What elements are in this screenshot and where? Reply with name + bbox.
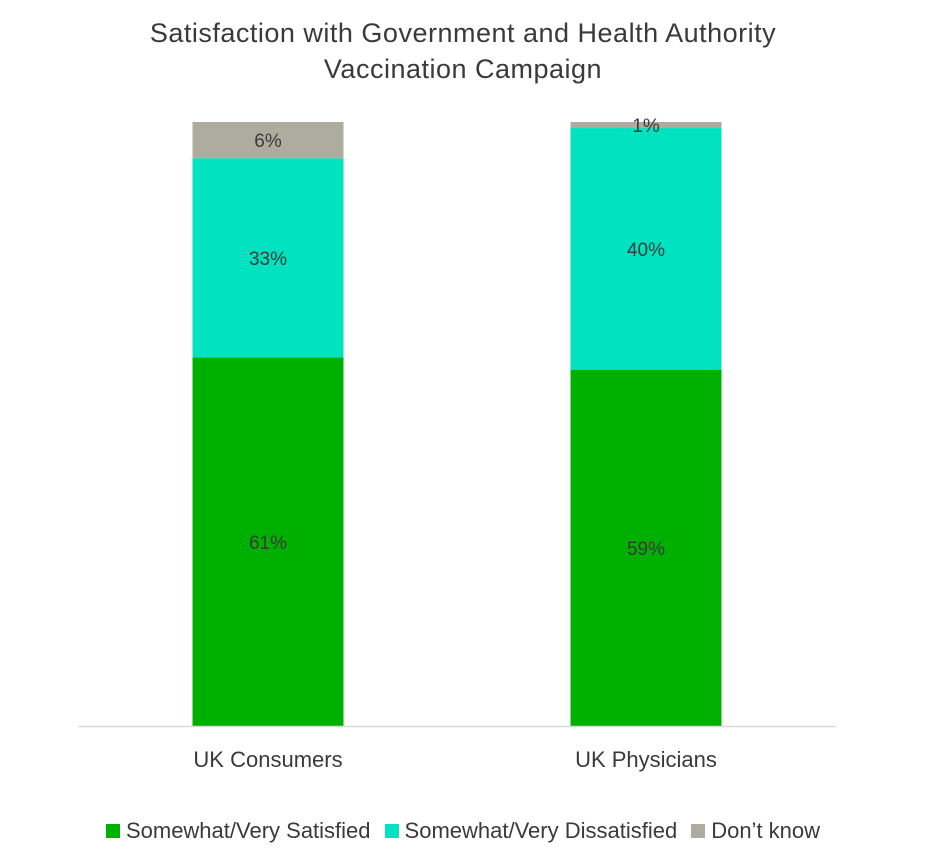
x-tick-label: UK Physicians bbox=[575, 747, 717, 772]
legend-swatch bbox=[384, 824, 399, 838]
data-label: 61% bbox=[249, 533, 287, 554]
legend-swatch bbox=[105, 824, 120, 838]
legend-item: Somewhat/Very Satisfied bbox=[105, 818, 371, 844]
legend-label: Somewhat/Very Satisfied bbox=[125, 818, 371, 843]
data-label: 59% bbox=[627, 539, 665, 560]
chart-title-line-2: Vaccination Campaign bbox=[323, 54, 603, 84]
chart-title-line-1: Satisfaction with Government and Health … bbox=[149, 18, 777, 48]
bar-segment bbox=[192, 122, 344, 159]
bar-segment bbox=[570, 122, 722, 129]
legend-item: Somewhat/Very Dissatisfied bbox=[384, 818, 678, 844]
data-label: 6% bbox=[254, 131, 282, 152]
bar-segment bbox=[192, 357, 344, 726]
x-tick-label: UK Consumers bbox=[193, 747, 342, 772]
bar-segment bbox=[570, 128, 722, 370]
legend-item: Don’t know bbox=[691, 818, 820, 844]
bar-segment bbox=[570, 369, 722, 726]
data-label: 1% bbox=[632, 116, 660, 137]
legend: Somewhat/Very Satisfied Somewhat/Very Dis… bbox=[0, 818, 926, 844]
bar-segment bbox=[192, 158, 344, 358]
legend-label: Don’t know bbox=[711, 818, 821, 843]
data-label: 40% bbox=[627, 240, 665, 261]
legend-label: Somewhat/Very Dissatisfied bbox=[404, 818, 678, 843]
legend-swatch bbox=[691, 824, 706, 838]
data-label: 33% bbox=[249, 249, 287, 270]
